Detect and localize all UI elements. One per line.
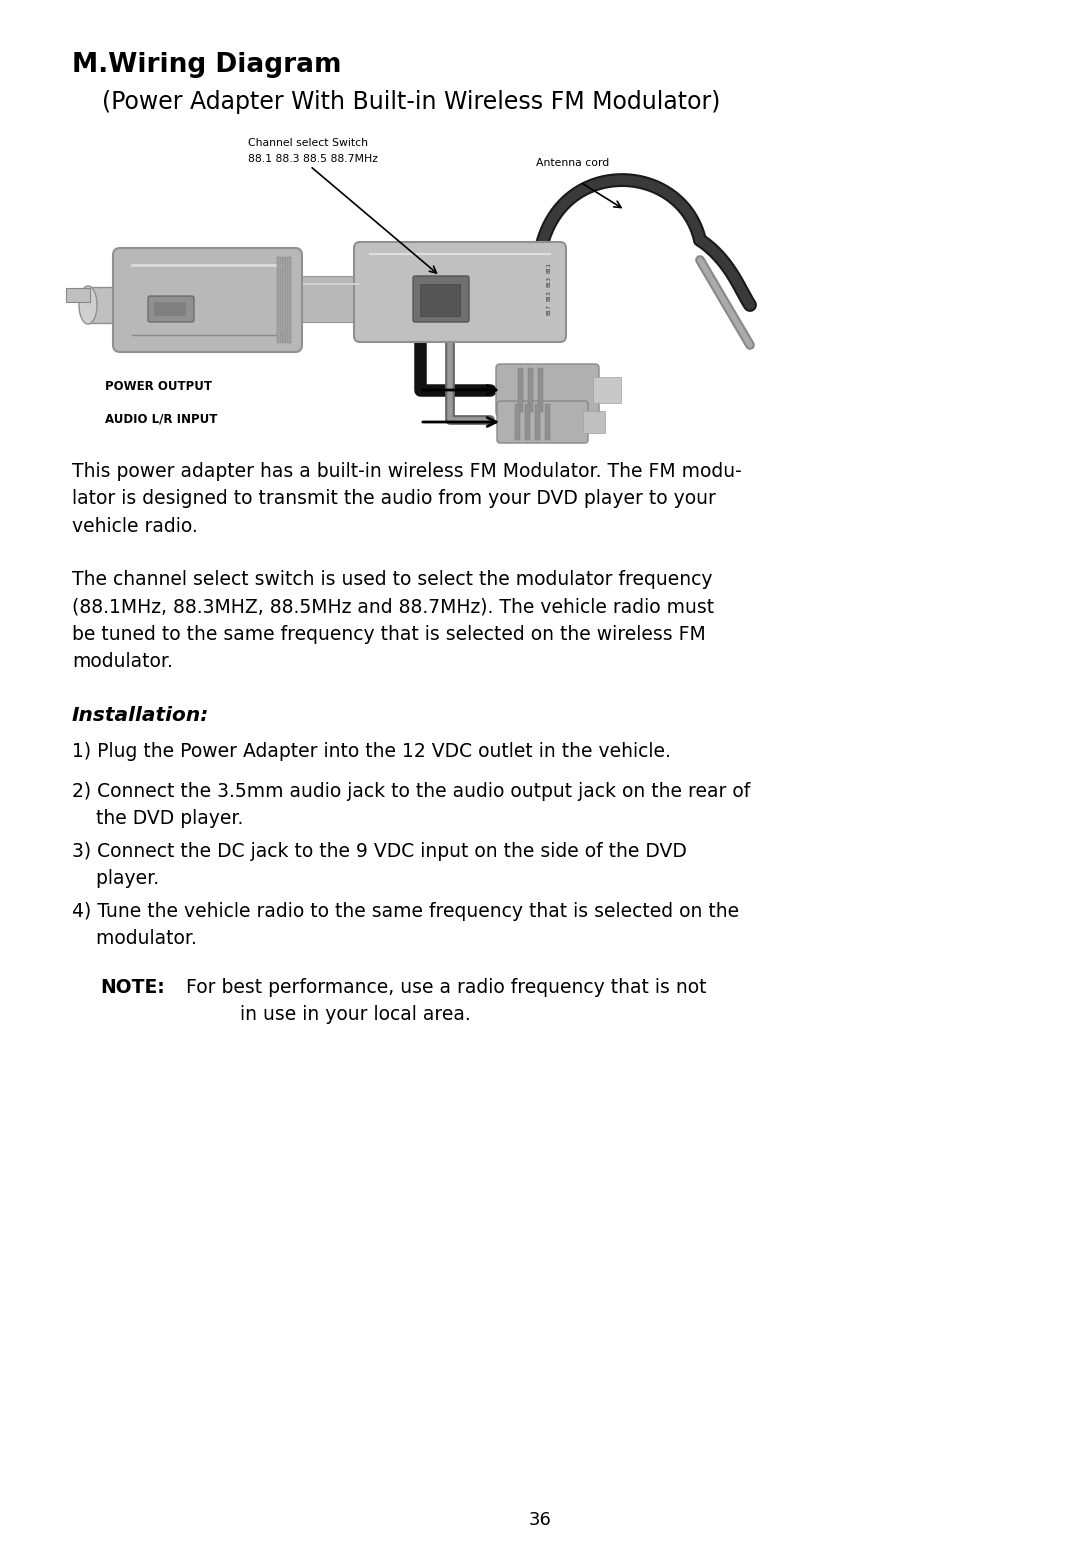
- Bar: [420, 284, 460, 316]
- Text: 88.5: 88.5: [546, 291, 552, 301]
- Bar: [545, 405, 550, 440]
- Text: Antenna cord: Antenna cord: [536, 158, 609, 169]
- Text: 2) Connect the 3.5mm audio jack to the audio output jack on the rear of
    the : 2) Connect the 3.5mm audio jack to the a…: [72, 783, 751, 828]
- FancyBboxPatch shape: [497, 401, 588, 444]
- Text: 4) Tune the vehicle radio to the same frequency that is selected on the
    modu: 4) Tune the vehicle radio to the same fr…: [72, 901, 739, 948]
- Text: POWER OUTPUT: POWER OUTPUT: [105, 381, 212, 394]
- FancyBboxPatch shape: [148, 297, 194, 322]
- Bar: [525, 405, 530, 440]
- FancyBboxPatch shape: [413, 276, 469, 322]
- Bar: [276, 258, 281, 344]
- Text: NOTE:: NOTE:: [100, 978, 165, 997]
- Bar: [528, 369, 534, 412]
- Bar: [291, 276, 360, 322]
- FancyBboxPatch shape: [496, 364, 599, 415]
- Bar: [583, 411, 605, 433]
- Bar: [518, 369, 523, 412]
- Text: (Power Adapter With Built-in Wireless FM Modulator): (Power Adapter With Built-in Wireless FM…: [102, 91, 720, 114]
- Text: Channel select Switch: Channel select Switch: [248, 137, 368, 148]
- Bar: [593, 376, 621, 403]
- Ellipse shape: [79, 286, 97, 323]
- Text: AUDIO L/R INPUT: AUDIO L/R INPUT: [105, 412, 217, 425]
- Text: 3) Connect the DC jack to the 9 VDC input on the side of the DVD
    player.: 3) Connect the DC jack to the 9 VDC inpu…: [72, 842, 687, 889]
- Bar: [282, 258, 286, 344]
- Text: The channel select switch is used to select the modulator frequency
(88.1MHz, 88: The channel select switch is used to sel…: [72, 570, 714, 670]
- Text: For best performance, use a radio frequency that is not
            in use in yo: For best performance, use a radio freque…: [168, 978, 706, 1025]
- Text: 88.1 88.3 88.5 88.7MHz: 88.1 88.3 88.5 88.7MHz: [248, 155, 378, 164]
- Text: 88.7: 88.7: [546, 305, 552, 316]
- Bar: [66, 287, 90, 301]
- Bar: [287, 258, 291, 344]
- Text: Installation:: Installation:: [72, 706, 210, 725]
- Text: 88.3: 88.3: [546, 276, 552, 287]
- FancyBboxPatch shape: [113, 248, 302, 351]
- Bar: [87, 287, 122, 323]
- Bar: [154, 301, 186, 316]
- Text: 88.1: 88.1: [546, 262, 552, 273]
- Bar: [515, 405, 519, 440]
- FancyBboxPatch shape: [354, 242, 566, 342]
- Bar: [538, 369, 543, 412]
- Bar: [535, 405, 540, 440]
- Text: 1) Plug the Power Adapter into the 12 VDC outlet in the vehicle.: 1) Plug the Power Adapter into the 12 VD…: [72, 742, 671, 761]
- Text: This power adapter has a built-in wireless FM Modulator. The FM modu-
lator is d: This power adapter has a built-in wirele…: [72, 462, 742, 536]
- Text: 36: 36: [528, 1510, 552, 1529]
- Text: M.Wiring Diagram: M.Wiring Diagram: [72, 52, 341, 78]
